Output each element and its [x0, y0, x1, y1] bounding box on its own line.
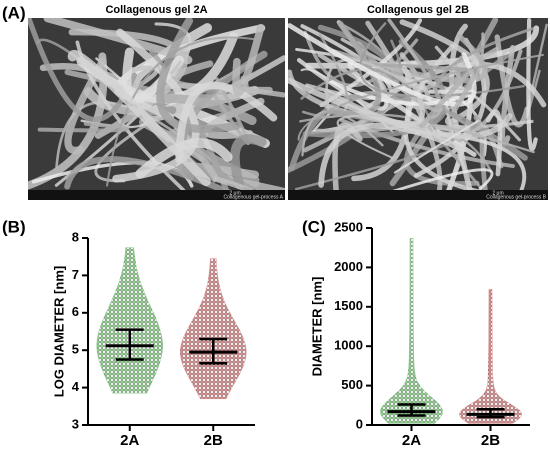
scale-bar: 2 μm [229, 190, 240, 196]
x-tick-label: 2B [204, 432, 223, 449]
y-axis-label: LOG DIAMETER [nm] [51, 266, 66, 397]
fibers [288, 18, 548, 190]
fiber [297, 53, 544, 141]
panel-label: (A) [2, 3, 26, 22]
fiber [392, 168, 494, 190]
y-tick-label: 1500 [334, 298, 363, 313]
y-tick-label: 8 [72, 229, 79, 244]
x-tick-label: 2B [481, 432, 500, 449]
fiber [232, 23, 265, 97]
scale-bar: 2 μm [492, 190, 503, 196]
y-tick-label: 6 [72, 304, 79, 319]
y-tick-label: 2500 [334, 219, 363, 234]
x-tick-label: 2A [402, 432, 421, 449]
fiber [161, 94, 257, 126]
fiber [106, 36, 255, 187]
fiber [294, 136, 455, 190]
y-tick-label: 4 [72, 379, 80, 394]
image-title: Collagenous gel 2A [105, 4, 207, 16]
fiber [357, 62, 473, 76]
x-tick-label: 2A [120, 432, 139, 449]
y-tick-label: 0 [356, 416, 363, 431]
fiber [318, 122, 467, 188]
image-title: Collagenous gel 2B [367, 4, 469, 16]
fiber [427, 124, 535, 154]
fiber [433, 49, 523, 141]
fiber [43, 18, 193, 65]
dot-cloud [96, 247, 164, 394]
fiber [393, 119, 480, 174]
panel-label: (B) [2, 217, 26, 236]
fiber [434, 27, 534, 125]
info-bar [288, 190, 548, 200]
y-tick-label: 7 [72, 267, 79, 282]
info-label: Collagenous gel-process A [224, 194, 284, 200]
fiber [212, 176, 255, 190]
fiber [336, 114, 394, 159]
dot-cloud [380, 237, 443, 424]
fiber [230, 134, 267, 190]
dot-cloud [459, 289, 522, 424]
fibers [28, 18, 285, 190]
fiber [325, 20, 382, 118]
y-tick-label: 1000 [334, 338, 363, 353]
info-bar [28, 190, 285, 200]
fiber [526, 18, 538, 152]
fiber [112, 28, 200, 183]
fiber [67, 50, 211, 187]
panel-label: (C) [302, 217, 326, 236]
fiber [37, 121, 130, 133]
y-axis-label: DIAMETER [nm] [309, 277, 324, 377]
y-tick-label: 2000 [334, 259, 363, 274]
fiber [325, 58, 417, 110]
y-tick-label: 5 [72, 342, 79, 357]
y-tick-label: 500 [341, 377, 363, 392]
fiber [485, 109, 503, 177]
fiber [175, 81, 278, 164]
fiber [156, 18, 241, 133]
dot-cloud [179, 258, 247, 400]
info-label: Collagenous gel-process B [486, 194, 546, 200]
fiber [358, 22, 525, 98]
fiber [319, 18, 423, 108]
y-tick-label: 3 [72, 416, 79, 431]
